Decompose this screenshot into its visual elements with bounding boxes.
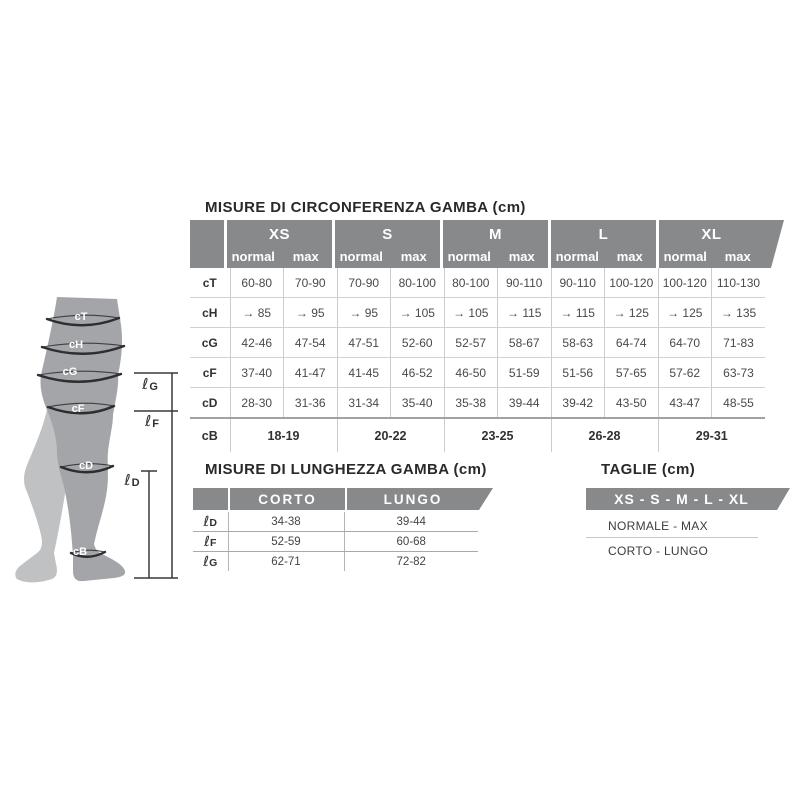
band-label-cD: cD — [79, 460, 93, 472]
table-row: cD 28-30 31-36 31-34 35-40 35-38 39-44 39-4… — [190, 387, 765, 419]
length-measure-lines — [134, 372, 178, 579]
circumference-header: XS normal max S normal max M normal max L n… — [190, 220, 784, 268]
length-title: MISURE DI LUNGHEZZA GAMBA (cm) — [205, 461, 487, 478]
header-label-spacer — [190, 220, 224, 268]
size-header-xs: XS normal max — [227, 220, 332, 268]
taglie-normale-max: NORMALE - MAX — [608, 519, 708, 533]
table-row-cb: cB 18-19 20-22 23-25 26-28 29-31 — [190, 418, 765, 452]
table-row: ℓG 62-71 72-82 — [193, 551, 478, 571]
length-label-lG: ℓG — [141, 375, 158, 393]
taglie-corto-lungo: CORTO - LUNGO — [608, 544, 709, 558]
length-table: ℓD 34-38 39-44 ℓF 52-59 60-68 ℓG 62-71 7… — [193, 512, 478, 571]
circumference-title: MISURE DI CIRCONFERENZA GAMBA (cm) — [205, 199, 526, 216]
taglie-divider — [586, 537, 758, 538]
size-header-s: S normal max — [335, 220, 440, 268]
band-arcs-bottom — [36, 316, 126, 558]
length-header-lungo: LUNGO — [347, 488, 493, 510]
band-label-cH: cH — [69, 339, 83, 351]
length-label-lF: ℓF — [144, 412, 159, 430]
size-header-m: M normal max — [443, 220, 548, 268]
table-row: ℓF 52-59 60-68 — [193, 531, 478, 552]
length-label-lD: ℓD — [123, 471, 139, 489]
size-header-l: L normal max — [551, 220, 656, 268]
table-row: cT 60-80 70-90 70-90 80-100 80-100 90-110 9… — [190, 268, 765, 298]
band-label-cF: cF — [72, 403, 85, 415]
size-header-xl: XL normal max — [659, 220, 784, 268]
table-row: cF 37-40 41-47 41-45 46-52 46-50 51-59 51-5… — [190, 357, 765, 388]
band-arcs-top — [37, 314, 125, 554]
leg-measurement-figure: cT cH cG cF cD cB ℓG ℓF ℓD — [15, 297, 178, 583]
band-label-cB: cB — [73, 546, 87, 558]
table-row: ℓD 34-38 39-44 — [193, 512, 478, 532]
leg-front-silhouette — [40, 297, 126, 582]
length-header-corto: CORTO — [230, 488, 345, 510]
length-header-spacer — [193, 488, 228, 510]
band-label-cT: cT — [75, 311, 88, 323]
table-row: cG 42-46 47-54 47-51 52-60 52-57 58-67 58-6… — [190, 327, 765, 358]
table-row: cH → 85 → 95 → 95 → 105 → 105 → 115 → 115 → … — [190, 297, 765, 328]
circumference-table: cT 60-80 70-90 70-90 80-100 80-100 90-110 9… — [190, 268, 765, 452]
band-label-cG: cG — [63, 366, 78, 378]
taglie-title: TAGLIE (cm) — [601, 461, 696, 478]
taglie-sizes-bar: XS - S - M - L - XL — [586, 488, 790, 510]
length-header: CORTO LUNGO — [193, 488, 493, 510]
